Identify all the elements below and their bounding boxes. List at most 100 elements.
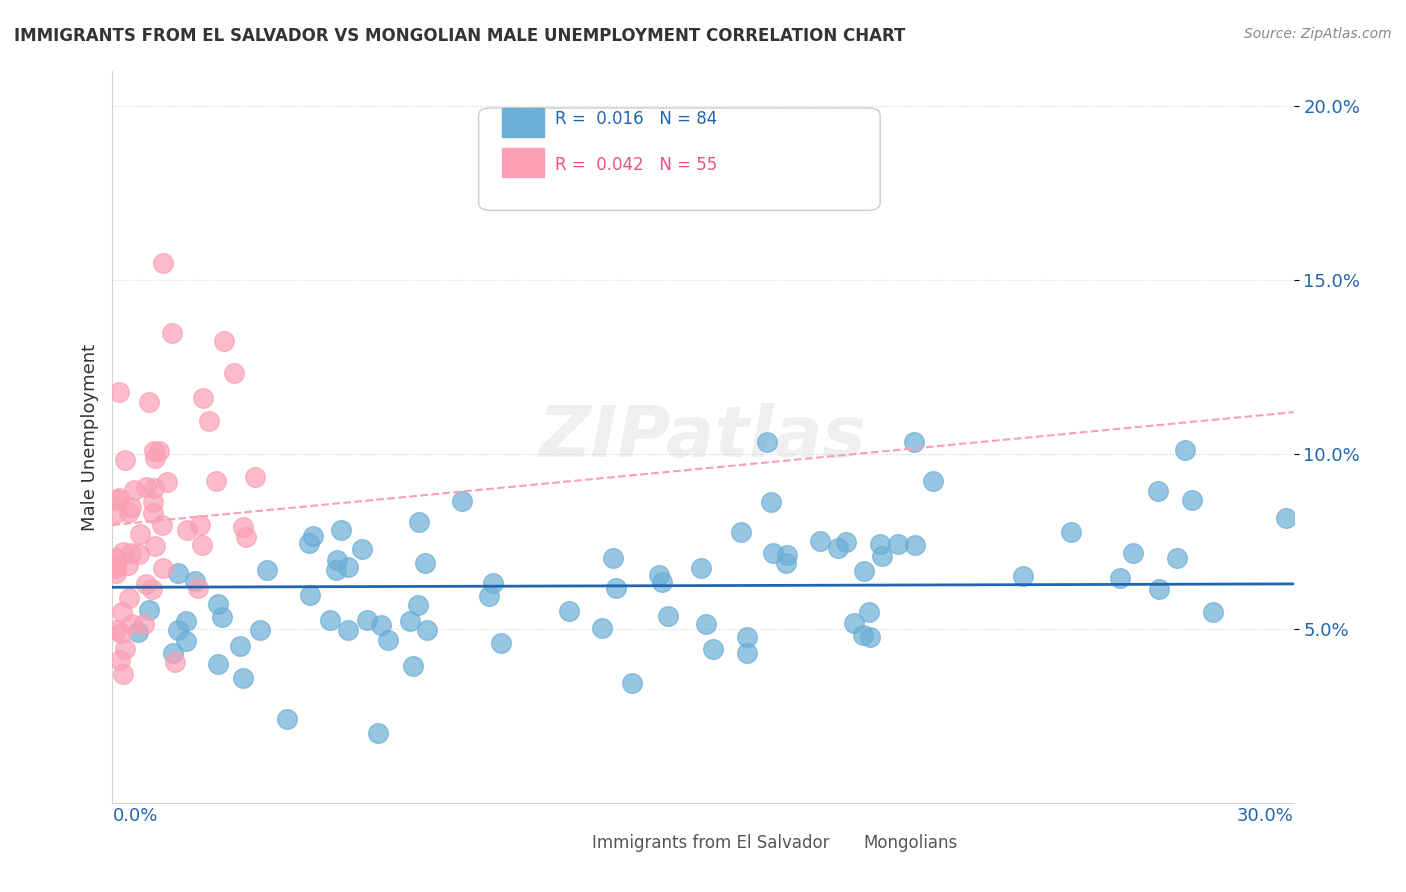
- Point: [408, 598, 430, 612]
- Point: [249, 623, 271, 637]
- Point: [232, 671, 254, 685]
- Point: [1147, 483, 1170, 498]
- Point: [695, 617, 717, 632]
- Point: [602, 551, 624, 566]
- Point: [762, 546, 785, 560]
- Point: [148, 444, 170, 458]
- Point: [591, 621, 613, 635]
- Point: [402, 659, 425, 673]
- Point: [187, 581, 209, 595]
- Point: [191, 538, 214, 552]
- Text: Mongolians: Mongolians: [863, 834, 957, 852]
- Point: [110, 626, 132, 640]
- Point: [735, 630, 758, 644]
- Point: [835, 534, 858, 549]
- Point: [243, 470, 266, 484]
- Point: [132, 616, 155, 631]
- Point: [212, 334, 235, 349]
- Point: [256, 563, 278, 577]
- Point: [188, 517, 211, 532]
- Point: [558, 604, 581, 618]
- Point: [222, 366, 245, 380]
- Point: [808, 533, 831, 548]
- Point: [205, 475, 228, 489]
- Point: [111, 605, 134, 619]
- Point: [118, 591, 141, 605]
- Bar: [555, 829, 585, 858]
- Point: [651, 575, 673, 590]
- Point: [143, 481, 166, 495]
- Point: [775, 557, 797, 571]
- Point: [162, 647, 184, 661]
- Point: [155, 475, 177, 490]
- Point: [904, 537, 927, 551]
- Point: [408, 515, 430, 529]
- Point: [859, 630, 882, 644]
- Point: [138, 395, 160, 409]
- Point: [118, 505, 141, 519]
- Point: [120, 500, 142, 515]
- Point: [367, 726, 389, 740]
- Point: [152, 256, 174, 270]
- Point: [108, 653, 131, 667]
- Y-axis label: Male Unemployment: Male Unemployment: [80, 343, 98, 531]
- Point: [112, 667, 135, 681]
- Point: [211, 610, 233, 624]
- Point: [105, 558, 128, 572]
- Point: [105, 550, 128, 565]
- Point: [657, 609, 679, 624]
- Point: [105, 493, 128, 508]
- Point: [858, 606, 880, 620]
- Point: [735, 646, 758, 660]
- Point: [121, 616, 143, 631]
- Point: [921, 475, 943, 489]
- Point: [1147, 582, 1170, 596]
- Point: [114, 452, 136, 467]
- Point: [142, 495, 165, 509]
- Point: [105, 506, 128, 520]
- Point: [337, 560, 360, 574]
- Point: [1181, 492, 1204, 507]
- Point: [330, 523, 353, 537]
- Point: [142, 443, 165, 458]
- Point: [1173, 442, 1195, 457]
- Point: [129, 527, 152, 541]
- Point: [491, 636, 513, 650]
- Point: [1012, 568, 1035, 582]
- Point: [235, 530, 257, 544]
- Point: [176, 523, 198, 537]
- Point: [1202, 605, 1225, 619]
- Point: [842, 616, 865, 631]
- Point: [152, 561, 174, 575]
- Text: ZIPatlas: ZIPatlas: [540, 402, 866, 472]
- Point: [176, 633, 198, 648]
- Point: [301, 529, 323, 543]
- Bar: [827, 829, 856, 858]
- Point: [298, 535, 321, 549]
- Point: [108, 384, 131, 399]
- FancyBboxPatch shape: [478, 108, 880, 211]
- Point: [191, 391, 214, 405]
- Point: [167, 566, 190, 581]
- Point: [1109, 571, 1132, 585]
- Bar: [502, 148, 544, 178]
- Point: [336, 624, 359, 638]
- Text: Source: ZipAtlas.com: Source: ZipAtlas.com: [1244, 27, 1392, 41]
- Point: [184, 574, 207, 589]
- Text: R =  0.016   N = 84: R = 0.016 N = 84: [555, 110, 717, 128]
- Point: [112, 545, 135, 559]
- Point: [105, 560, 128, 574]
- Text: IMMIGRANTS FROM EL SALVADOR VS MONGOLIAN MALE UNEMPLOYMENT CORRELATION CHART: IMMIGRANTS FROM EL SALVADOR VS MONGOLIAN…: [14, 27, 905, 45]
- Point: [124, 483, 146, 497]
- Point: [482, 575, 505, 590]
- Point: [903, 435, 925, 450]
- Text: Immigrants from El Salvador: Immigrants from El Salvador: [592, 834, 830, 852]
- Point: [108, 491, 131, 505]
- Point: [416, 623, 439, 637]
- Point: [730, 524, 752, 539]
- Point: [326, 553, 349, 567]
- Point: [853, 564, 876, 578]
- Point: [232, 519, 254, 533]
- Text: R =  0.042   N = 55: R = 0.042 N = 55: [555, 156, 717, 174]
- Point: [1122, 546, 1144, 560]
